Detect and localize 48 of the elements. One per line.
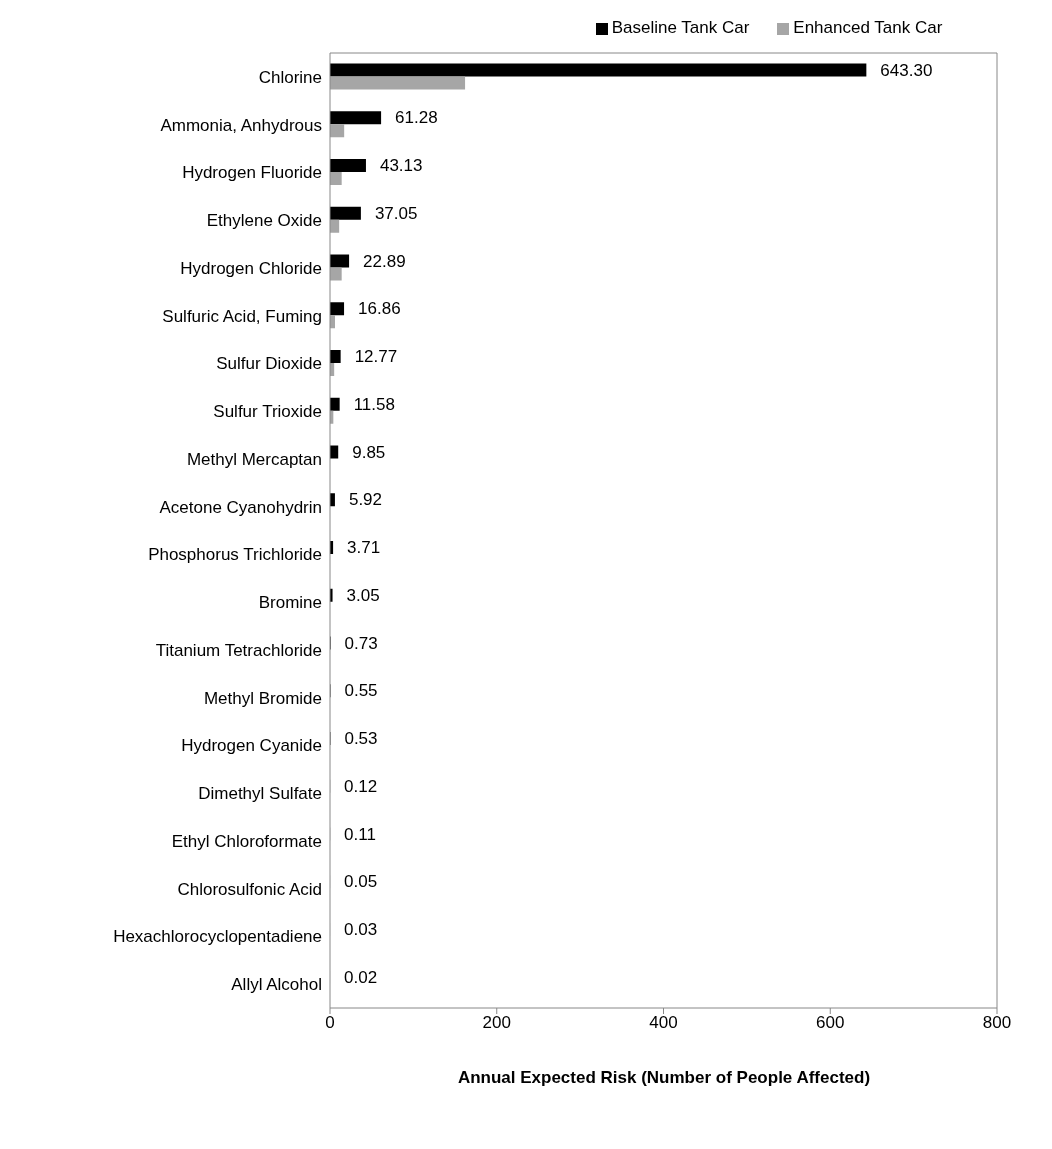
data-label: 11.58 bbox=[353, 394, 395, 414]
y-tick-label: Hydrogen Chloride bbox=[180, 258, 322, 278]
data-label: 0.03 bbox=[344, 920, 378, 940]
y-tick-label: Sulfuric Acid, Fuming bbox=[162, 306, 322, 326]
legend-label: Baseline Tank Car bbox=[611, 18, 750, 37]
data-label: 3.05 bbox=[346, 585, 380, 605]
data-label: 22.89 bbox=[363, 251, 406, 271]
y-tick-label: Acetone Cyanohydrin bbox=[159, 497, 322, 517]
y-tick-label: Chlorine bbox=[258, 67, 322, 87]
y-tick-label: Ethylene Oxide bbox=[206, 211, 322, 231]
x-tick-label: 400 bbox=[649, 1013, 678, 1033]
data-label: 5.92 bbox=[348, 490, 383, 510]
y-tick-label: Ethyl Chloroformate bbox=[171, 831, 322, 851]
y-tick-label: Dimethyl Sulfate bbox=[198, 784, 322, 804]
data-label: 0.73 bbox=[344, 633, 378, 653]
x-axis-title: Annual Expected Risk (Number of People Affected) bbox=[456, 1068, 872, 1088]
data-label: 0.02 bbox=[344, 967, 378, 987]
y-tick-label: Bromine bbox=[258, 593, 322, 613]
legend-label: Enhanced Tank Car bbox=[793, 18, 943, 37]
y-tick-label: Allyl Alcohol bbox=[231, 975, 322, 995]
data-label: 643.30 bbox=[880, 60, 933, 80]
y-tick-label: Sulfur Trioxide bbox=[213, 402, 322, 422]
y-tick-label: Hexachlorocyclopentadiene bbox=[113, 927, 322, 947]
x-tick-label: 800 bbox=[982, 1013, 1012, 1033]
y-tick-label: Titanium Tetrachloride bbox=[155, 640, 322, 660]
data-label: 0.53 bbox=[344, 729, 378, 749]
data-label: 0.12 bbox=[344, 776, 378, 796]
data-label: 16.86 bbox=[358, 299, 401, 319]
data-label: 43.13 bbox=[379, 156, 423, 176]
y-tick-label: Chlorosulfonic Acid bbox=[177, 879, 322, 899]
x-tick-label: 600 bbox=[816, 1013, 845, 1033]
y-tick-label: Methyl Mercaptan bbox=[186, 449, 322, 469]
data-label: 0.05 bbox=[344, 872, 378, 892]
data-label: 0.11 bbox=[344, 824, 376, 844]
y-tick-label: Ammonia, Anhydrous bbox=[160, 115, 322, 135]
x-tick-label: 200 bbox=[482, 1013, 511, 1033]
data-label: 3.71 bbox=[347, 538, 381, 558]
y-tick-label: Sulfur Dioxide bbox=[216, 354, 322, 374]
data-label: 9.85 bbox=[352, 442, 386, 462]
data-label: 0.55 bbox=[344, 681, 378, 701]
data-label: 12.77 bbox=[354, 347, 398, 367]
y-tick-label: Hydrogen Cyanide bbox=[181, 736, 322, 756]
data-label: 37.05 bbox=[374, 203, 418, 223]
x-tick-label: 0 bbox=[325, 1013, 335, 1033]
data-label: 61.28 bbox=[395, 108, 438, 128]
y-tick-label: Methyl Bromide bbox=[203, 688, 322, 708]
y-tick-label: Hydrogen Fluoride bbox=[182, 163, 322, 183]
y-tick-label: Phosphorus Trichloride bbox=[148, 545, 322, 565]
